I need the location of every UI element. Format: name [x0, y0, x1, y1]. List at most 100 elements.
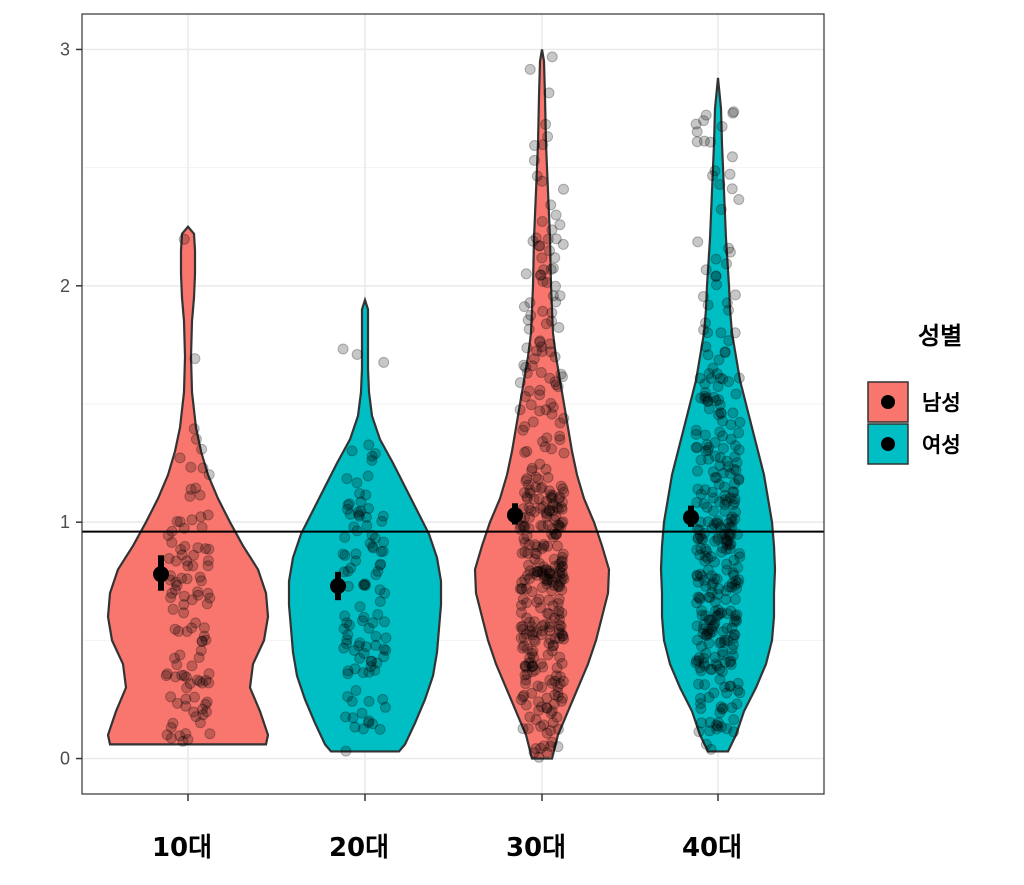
data-point	[533, 240, 545, 252]
data-point	[351, 349, 363, 360]
data-point	[723, 242, 735, 254]
data-point	[198, 622, 210, 634]
data-point	[367, 542, 379, 554]
data-point	[537, 275, 549, 287]
data-point	[712, 588, 724, 600]
data-point	[517, 620, 529, 632]
data-point	[691, 620, 703, 632]
data-point	[549, 252, 561, 264]
data-point	[691, 569, 703, 581]
data-point	[521, 491, 533, 503]
data-point	[717, 649, 729, 661]
data-point	[714, 637, 726, 649]
data-point	[366, 454, 378, 466]
data-point	[545, 491, 557, 503]
data-point	[544, 565, 556, 577]
data-point	[730, 614, 742, 625]
data-point	[363, 666, 375, 678]
data-point	[728, 463, 740, 475]
data-point	[709, 556, 720, 568]
data-point	[178, 670, 190, 681]
data-point	[185, 483, 197, 495]
data-point	[707, 577, 719, 589]
data-point	[528, 154, 540, 166]
data-point	[518, 533, 530, 545]
data-point	[700, 109, 712, 121]
data-point	[352, 506, 364, 518]
data-point	[544, 372, 556, 384]
data-point	[699, 393, 711, 405]
data-point	[358, 611, 370, 623]
data-point	[196, 443, 208, 455]
data-point	[200, 634, 212, 646]
data-point	[708, 687, 720, 699]
data-point	[525, 505, 537, 516]
data-point	[556, 584, 568, 596]
data-point	[700, 738, 712, 750]
data-point	[370, 569, 382, 581]
data-point	[728, 726, 740, 738]
y-tick-label: 3	[60, 39, 70, 59]
data-point	[530, 471, 542, 483]
data-point	[341, 634, 353, 646]
data-point	[734, 548, 745, 559]
data-point	[703, 614, 715, 626]
data-point	[690, 442, 702, 453]
data-point	[189, 353, 201, 365]
data-point	[706, 486, 718, 498]
data-point	[717, 415, 728, 427]
data-point	[733, 473, 745, 485]
data-point	[165, 592, 177, 604]
data-point	[701, 630, 713, 642]
data-point	[549, 376, 561, 388]
data-point	[533, 593, 545, 605]
data-point	[690, 657, 702, 669]
data-point	[342, 665, 354, 677]
data-point	[553, 493, 565, 505]
data-point	[703, 591, 715, 603]
data-point	[518, 689, 530, 701]
data-point	[702, 395, 714, 407]
x-tick-label: 40대	[682, 833, 742, 863]
data-point	[556, 607, 568, 619]
data-point	[724, 468, 736, 480]
data-point	[166, 536, 178, 548]
data-point	[526, 621, 538, 632]
data-point	[553, 579, 564, 591]
data-point	[528, 747, 540, 759]
data-point	[719, 656, 731, 668]
data-point	[544, 485, 555, 497]
data-point	[528, 651, 540, 663]
data-point	[534, 269, 546, 281]
data-point	[547, 500, 559, 512]
data-point	[700, 580, 712, 592]
data-point	[196, 677, 208, 689]
data-point	[186, 594, 198, 606]
data-point	[537, 625, 548, 637]
data-point	[714, 608, 726, 619]
data-point	[549, 633, 561, 645]
data-point	[538, 538, 550, 550]
data-point	[530, 714, 542, 726]
data-point	[528, 616, 540, 628]
data-point	[557, 561, 568, 573]
data-point	[536, 252, 548, 264]
data-point	[556, 567, 568, 579]
data-point	[547, 401, 559, 413]
data-point	[353, 509, 365, 520]
violin-40대	[659, 77, 777, 753]
data-point	[719, 347, 731, 358]
data-point	[531, 548, 542, 560]
data-point	[519, 421, 531, 433]
data-point	[202, 587, 214, 599]
data-point	[702, 516, 714, 528]
data-point	[524, 484, 536, 496]
data-point	[549, 560, 561, 572]
data-point	[530, 481, 542, 493]
data-point	[532, 680, 544, 692]
data-point	[725, 514, 737, 525]
data-point	[719, 505, 731, 517]
plot-border	[81, 13, 825, 795]
data-point	[556, 573, 568, 585]
